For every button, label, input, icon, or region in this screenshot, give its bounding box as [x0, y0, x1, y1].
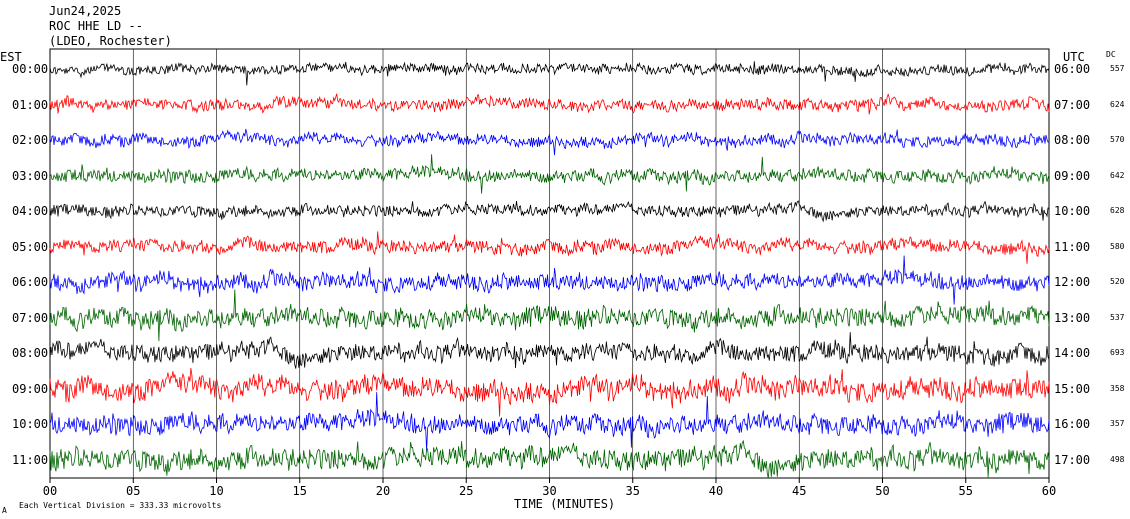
est-row-label: 02:00: [12, 133, 49, 147]
chart-date: Jun24,2025: [49, 4, 122, 18]
utc-row-label: 16:00: [1054, 417, 1091, 431]
trace-line: [49, 367, 1050, 417]
utc-row-label: 15:00: [1054, 381, 1091, 396]
utc-row-label: 11:00: [1054, 239, 1091, 254]
trace-line: [49, 231, 1050, 264]
dc-offset-label: 693: [1110, 348, 1125, 357]
trace-line: [49, 439, 1050, 479]
x-tick-label: 05: [126, 484, 140, 498]
est-row-label: 06:00: [12, 275, 49, 289]
x-tick-label: 30: [542, 484, 556, 498]
left-timezone-label: EST: [0, 50, 22, 64]
x-tick-label: 35: [626, 484, 640, 498]
est-row-label: 04:00: [12, 204, 49, 218]
x-tick-label: 20: [376, 484, 390, 498]
utc-row-label: 10:00: [1054, 204, 1091, 218]
est-row-label: 05:00: [12, 239, 49, 254]
x-tick-label: 40: [709, 484, 723, 498]
trace-line: [49, 392, 1050, 452]
dc-offset-label: 358: [1110, 383, 1125, 393]
utc-row-label: 14:00: [1054, 346, 1091, 360]
utc-row-label: 17:00: [1054, 452, 1091, 467]
trace-line: [49, 93, 1050, 115]
trace-line: [49, 332, 1050, 369]
utc-row-label: 08:00: [1054, 133, 1091, 147]
x-tick-label: 25: [459, 484, 473, 498]
est-row-label: 01:00: [12, 97, 49, 112]
chart-title: ROC HHE LD --: [49, 19, 143, 33]
dc-offset-label: 557: [1110, 64, 1125, 73]
trace-line: [49, 128, 1050, 156]
utc-row-label: 09:00: [1054, 168, 1091, 183]
trace-line: [49, 154, 1050, 194]
est-row-label: 00:00: [12, 62, 49, 76]
est-row-label: 09:00: [12, 381, 49, 396]
dc-offset-label: 520: [1110, 277, 1125, 286]
x-tick-label: 45: [792, 484, 806, 498]
corner-mark: A: [2, 506, 7, 515]
trace-line: [49, 289, 1050, 342]
dc-offset-label: 498: [1110, 454, 1125, 464]
right-timezone-label: UTC: [1063, 50, 1085, 64]
x-tick-label: 10: [209, 484, 223, 498]
scale-note: Each Vertical Division = 333.33 microvol…: [19, 501, 222, 510]
dc-offset-label: 537: [1110, 312, 1125, 322]
trace-line: [49, 255, 1050, 305]
chart-location: (LDEO, Rochester): [49, 34, 172, 48]
utc-row-label: 07:00: [1054, 97, 1091, 112]
x-tick-label: 55: [959, 484, 973, 498]
x-tick-label: 50: [875, 484, 889, 498]
x-tick-label: 15: [293, 484, 307, 498]
dc-offset-label: 642: [1110, 170, 1125, 180]
x-axis-title: TIME (MINUTES): [514, 497, 616, 511]
est-row-label: 08:00: [12, 346, 49, 360]
trace-line: [49, 200, 1050, 223]
x-tick-label: 00: [43, 484, 57, 498]
dc-offset-label: 628: [1110, 206, 1125, 215]
utc-row-label: 06:00: [1054, 62, 1091, 76]
dc-offset-label: 570: [1110, 135, 1125, 144]
x-tick-label: 60: [1042, 484, 1056, 498]
dc-offset-label: 624: [1110, 99, 1125, 109]
est-row-label: 11:00: [12, 452, 49, 467]
trace-line: [49, 61, 1050, 86]
est-row-label: 07:00: [12, 310, 49, 325]
est-row-label: 10:00: [12, 417, 49, 431]
dc-column-header: DC: [1106, 50, 1116, 59]
utc-row-label: 13:00: [1054, 310, 1091, 325]
est-row-label: 03:00: [12, 168, 49, 183]
dc-offset-label: 357: [1110, 419, 1125, 428]
dc-offset-label: 580: [1110, 241, 1125, 251]
utc-row-label: 12:00: [1054, 275, 1091, 289]
